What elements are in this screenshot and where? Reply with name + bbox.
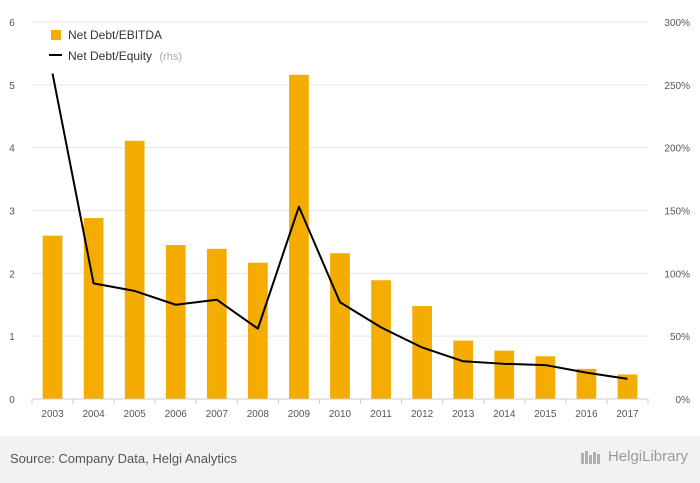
- x-tick-label: 2005: [124, 409, 147, 420]
- bar: [289, 74, 309, 399]
- x-tick-label: 2004: [82, 409, 105, 420]
- x-tick-label: 2014: [493, 409, 516, 420]
- bar: [453, 340, 474, 399]
- right-tick-label: 100%: [664, 269, 690, 280]
- line-series: [51, 73, 628, 380]
- svg-text:Net Debt/Equity (rhs): Net Debt/Equity (rhs): [68, 49, 182, 63]
- x-tick-label: 2011: [370, 409, 392, 420]
- bar: [494, 350, 515, 399]
- bar: [371, 280, 391, 399]
- left-tick-label: 1: [9, 332, 15, 343]
- footer: Source: Company Data, Helgi Analytics He…: [0, 436, 700, 483]
- x-tick-label: 2008: [247, 409, 270, 420]
- x-tick-label: 2015: [534, 409, 557, 420]
- bar: [206, 248, 227, 399]
- left-tick-label: 4: [9, 144, 15, 155]
- x-tick-label: 2017: [616, 409, 639, 420]
- right-tick-label: 150%: [664, 207, 690, 218]
- bar: [248, 262, 268, 399]
- x-tick-label: 2009: [288, 409, 311, 420]
- bar-series: [42, 74, 638, 399]
- bar: [535, 356, 556, 399]
- right-tick-label: 300%: [664, 18, 690, 29]
- legend-label-bars: Net Debt/EBITDA: [68, 28, 162, 42]
- bar: [330, 253, 350, 399]
- bar: [412, 306, 432, 399]
- library-icon: [580, 450, 600, 464]
- legend-swatch-bars: [51, 30, 61, 40]
- bar: [124, 140, 145, 399]
- left-tick-label: 2: [9, 269, 15, 280]
- brand-name: HelgiLibrary: [607, 448, 688, 465]
- x-tick-label: 2012: [411, 409, 434, 420]
- x-tick-label: 2007: [206, 409, 229, 420]
- chart: 0 1 2 3 4 5 6 0% 50% 100% 150% 200% 250% 300% 2003 2004…: [9, 18, 690, 420]
- left-tick-label: 3: [9, 207, 15, 218]
- x-tick-label: 2003: [41, 409, 64, 420]
- axes: 0 1 2 3 4 5 6 0% 50% 100% 150% 200% 250% 300% 2003 2004…: [9, 18, 690, 420]
- bar: [576, 368, 597, 399]
- bar: [617, 374, 638, 399]
- right-tick-label: 250%: [664, 81, 690, 92]
- right-tick-label: 50%: [670, 332, 690, 343]
- source-note: Source: Company Data, Helgi Analytics: [10, 451, 237, 466]
- legend-label-line-suffix: (rhs): [159, 51, 182, 63]
- right-tick-label: 0%: [676, 395, 691, 406]
- left-tick-label: 6: [9, 18, 15, 29]
- right-tick-label: 200%: [664, 144, 690, 155]
- left-tick-label: 5: [9, 81, 15, 92]
- x-tick-label: 2016: [575, 409, 598, 420]
- x-tick-label: 2010: [329, 409, 352, 420]
- legend: Net Debt/EBITDA Net Debt/Equity (rhs): [49, 28, 182, 63]
- x-tick-label: 2013: [452, 409, 475, 420]
- bar: [42, 235, 63, 399]
- legend-label-line: Net Debt/Equity: [68, 49, 152, 63]
- x-tick-label: 2006: [165, 409, 188, 420]
- bar: [165, 245, 186, 399]
- brand-logo: HelgiLibrary: [580, 448, 688, 465]
- left-tick-label: 0: [9, 395, 15, 406]
